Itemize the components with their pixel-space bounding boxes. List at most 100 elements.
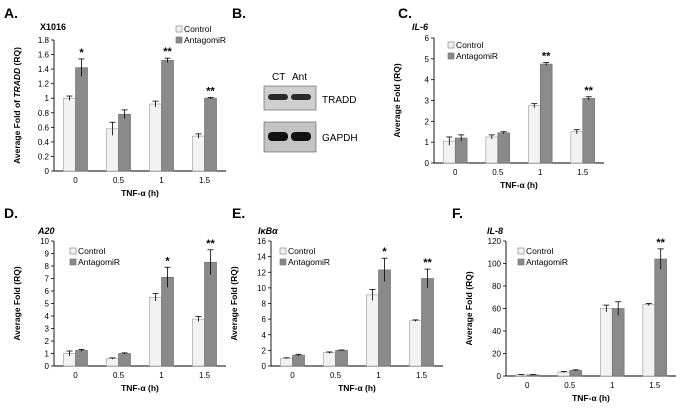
panel-a-legend-swatch-control xyxy=(175,25,183,33)
panel-e-xlabel: TNF-α (h) xyxy=(338,383,376,393)
panel-d-bar-antagomir xyxy=(75,350,88,367)
panel-d-bar-control xyxy=(149,296,162,367)
panel-e-bar-control xyxy=(323,352,336,367)
panel-d-title: A20 xyxy=(37,226,55,236)
panel-f-category-label: 1 xyxy=(610,381,615,390)
chart-panel-c: C.IL-6 0 1 2 3 4 5 6 Average Fold (RQ) TNF-α (h) 0… xyxy=(392,5,604,190)
blot-lane-label-ct: CT xyxy=(272,72,285,83)
panel-a-significance-mark: ** xyxy=(163,46,172,58)
panel-d-ytick-label: 5 xyxy=(45,300,50,309)
panel-d-ylabel: Average Fold (RQ) xyxy=(12,266,22,340)
panel-e-ytick-label: 16 xyxy=(257,237,266,246)
panel-a-ytick-label: 1.8 xyxy=(38,36,50,45)
panel-e-ytick-label: 2 xyxy=(262,346,267,355)
panel-a-bar-antagomir xyxy=(118,113,131,172)
blot-band-tradd-ct xyxy=(268,94,288,100)
panel-f-bar-control xyxy=(557,371,571,377)
panel-e-significance-mark: ** xyxy=(423,257,432,269)
panel-e-significance-mark: * xyxy=(382,246,387,258)
panel-f-ytick-label: 40 xyxy=(492,327,501,336)
panel-d-bar-antagomir xyxy=(204,261,217,367)
panel-letter-b: B. xyxy=(232,5,246,21)
panel-d-ytick-label: 0 xyxy=(45,362,50,371)
panel-a-significance-mark: * xyxy=(79,47,84,59)
panel-f-legend-label-antagomir: AntagomiR xyxy=(526,257,568,267)
panel-c-bar-antagomir xyxy=(454,137,468,164)
panel-c-title: IL-6 xyxy=(412,22,429,32)
panel-c-bar-antagomir xyxy=(539,63,553,164)
panel-d-legend-label-control: Control xyxy=(78,246,106,256)
panel-d-bar-antagomir xyxy=(118,353,131,367)
panel-e-letter: E. xyxy=(232,205,245,221)
panel-d-ytick-label: 2 xyxy=(45,337,50,346)
panel-f-bar-antagomir xyxy=(611,308,625,377)
panel-c-category-label: 1.5 xyxy=(577,168,589,177)
panel-d-category-label: 0 xyxy=(73,371,78,380)
panel-f-xlabel: TNF-α (h) xyxy=(572,393,610,403)
panel-d-bar-control xyxy=(106,358,119,367)
panel-f-legend-swatch-antagomir xyxy=(517,258,525,266)
panel-a-ytick-label: 0.6 xyxy=(38,123,50,132)
panel-c-ytick-label: 2 xyxy=(425,117,430,126)
panel-a-ytick-label: 0.2 xyxy=(38,152,50,161)
blot-band-gapdh-ant xyxy=(291,132,311,141)
panel-c-bar-antagomir xyxy=(497,132,510,164)
panel-a-ylabel: Average Fold of TRADD (RQ) xyxy=(12,47,22,164)
panel-f-category-label: 1.5 xyxy=(649,381,661,390)
panel-e-legend-swatch-control xyxy=(279,247,287,255)
panel-c-ytick-label: 3 xyxy=(425,97,430,106)
panel-c-legend-swatch-control xyxy=(447,41,455,49)
panel-f-bar-control xyxy=(642,304,656,377)
panel-a-bar-control xyxy=(192,135,205,172)
panel-c-bar-control xyxy=(570,131,584,164)
panel-e-ytick-label: 6 xyxy=(262,315,267,324)
panel-c-ytick-label: 4 xyxy=(425,76,430,85)
panel-e-legend-label-control: Control xyxy=(288,246,316,256)
panel-a-letter: A. xyxy=(4,5,18,21)
panel-f-ytick-label: 60 xyxy=(492,305,501,314)
panel-d-significance-mark: * xyxy=(165,255,170,267)
blot-band-label-tradd: TRADD xyxy=(322,95,356,106)
charts: A. X1016 0 0.2 0.4 0.6 0.8 1 1.2 1.4 1.6 1.8 Average… xyxy=(4,5,676,403)
panel-e-category-label: 0.5 xyxy=(330,371,342,380)
western-blot-panel: B. CT Ant TRADD GAPDH xyxy=(232,5,358,153)
panel-d-category-label: 1 xyxy=(159,371,164,380)
panel-c-ylabel: Average Fold (RQ) xyxy=(392,63,402,137)
panel-a-legend-label-antagomir: AntagomiR xyxy=(184,35,226,45)
panel-a-bar-antagomir xyxy=(204,97,217,172)
panel-e-bar-antagomir xyxy=(292,354,305,367)
panel-a-bar-antagomir xyxy=(161,60,174,172)
panel-e-ytick-label: 10 xyxy=(257,284,266,293)
panel-f-letter: F. xyxy=(452,205,463,221)
chart-panel-f: F. IL-8 0 20 40 60 80 100 120 Average Fold (RQ) TN… xyxy=(452,205,676,403)
panel-c-legend-swatch-antagomir xyxy=(447,52,455,60)
panel-d-category-label: 0.5 xyxy=(113,371,125,380)
panel-c-bar-control xyxy=(485,136,499,164)
panel-a-xlabel: TNF-α (h) xyxy=(121,188,159,198)
panel-e-bar-control xyxy=(409,320,422,367)
panel-c-ytick-label: 0 xyxy=(425,159,430,168)
panel-f-ylabel: Average Fold (RQ) xyxy=(464,271,474,345)
panel-d-bar-control xyxy=(192,318,205,367)
blot-band-gapdh-ct xyxy=(268,132,288,141)
panel-d-category-label: 1.5 xyxy=(199,371,211,380)
panel-c-ytick-label: 1 xyxy=(425,138,430,147)
panel-f-bar-antagomir xyxy=(569,370,582,377)
panel-e-ylabel: Average Fold (RQ) xyxy=(229,266,239,340)
panel-a-ytick-label: 1.4 xyxy=(38,65,50,74)
panel-a-category-label: 0.5 xyxy=(113,176,125,185)
blot-band-label-gapdh: GAPDH xyxy=(322,133,358,144)
panel-d-ytick-label: 10 xyxy=(40,237,49,246)
panel-f-significance-mark: ** xyxy=(656,237,665,249)
panel-c-category-label: 0 xyxy=(453,168,458,177)
panel-f-ytick-label: 100 xyxy=(488,260,502,269)
panel-d-ytick-label: 3 xyxy=(45,325,50,334)
panel-d-ytick-label: 1 xyxy=(45,350,50,359)
panel-c-legend-label-antagomir: AntagomiR xyxy=(456,51,498,61)
panel-c-bar-antagomir xyxy=(582,98,595,164)
panel-e-ytick-label: 12 xyxy=(257,268,266,277)
panel-a-ytick-label: 1.2 xyxy=(38,80,50,89)
